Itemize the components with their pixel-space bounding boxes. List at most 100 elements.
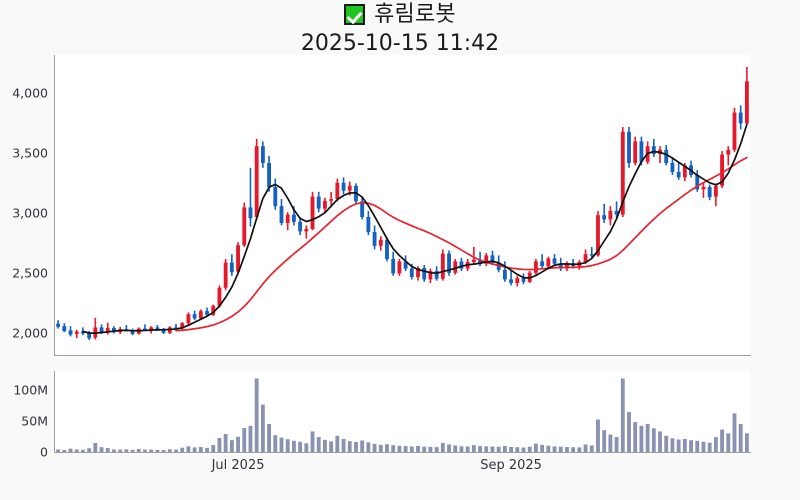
volume-bar — [223, 434, 228, 452]
candle-body — [440, 253, 445, 279]
volume-bar — [62, 450, 67, 452]
candle-wick — [702, 182, 705, 198]
candle-body — [291, 214, 296, 222]
volume-bar — [174, 449, 178, 452]
ma-long-line — [175, 156, 748, 332]
candle-body — [74, 331, 79, 334]
volume-bar — [105, 448, 110, 452]
candle-body — [409, 268, 414, 277]
candle-body — [323, 200, 327, 209]
candle-body — [397, 261, 402, 274]
candle-body — [161, 329, 166, 333]
page-title: 휴림로봇 — [374, 1, 456, 27]
candle-body — [112, 328, 116, 333]
price-chart-panel — [55, 55, 750, 355]
candle-wick — [473, 247, 475, 264]
candle-body — [552, 258, 557, 264]
candle-body — [533, 261, 538, 273]
candle-body — [192, 314, 197, 319]
volume-bar — [279, 437, 284, 452]
volume-bar — [341, 438, 346, 452]
volume-bar — [372, 443, 377, 452]
volume-bar — [291, 440, 296, 452]
candle-body — [608, 211, 613, 220]
candle-body — [416, 268, 420, 277]
chart-header: 휴림로봇 2025-10-15 11:42 — [0, 0, 800, 58]
candle-body — [186, 314, 191, 324]
volume-bar — [378, 444, 383, 452]
volume-bar — [546, 445, 551, 452]
price-y-axis-line — [54, 55, 55, 356]
volume-bar — [732, 413, 737, 452]
volume-bar — [695, 440, 700, 452]
volume-bar — [658, 431, 662, 452]
volume-bar — [130, 449, 135, 452]
volume-bar — [726, 433, 731, 452]
candle-body — [403, 261, 408, 269]
volume-bar — [205, 447, 209, 452]
candle-body — [484, 255, 489, 264]
candle-body — [391, 259, 396, 274]
volume-bar — [428, 446, 433, 452]
candle-body — [633, 141, 638, 163]
candle-wick — [603, 203, 605, 223]
volume-bar — [465, 446, 470, 452]
candle-body — [279, 206, 284, 223]
volume-bar — [136, 449, 141, 452]
candle-body — [515, 278, 520, 283]
volume-bar — [68, 448, 73, 452]
volume-bar — [490, 446, 495, 452]
candle-body — [223, 262, 228, 288]
candle-body — [459, 261, 464, 269]
volume-bar — [354, 442, 358, 452]
volume-bar — [360, 440, 365, 452]
candle-body — [670, 163, 675, 172]
volume-bar — [285, 439, 290, 452]
volume-bar — [521, 447, 526, 452]
volume-bar — [738, 423, 743, 452]
candle-body — [713, 185, 718, 197]
volume-bar — [583, 444, 588, 452]
volume-bar — [577, 447, 582, 452]
candle-body — [565, 263, 569, 269]
volume-bar — [614, 437, 619, 452]
candle-body — [347, 185, 352, 191]
candle-body — [155, 327, 160, 330]
x-axis-tick: Jul 2025 — [211, 458, 265, 473]
volume-bar — [608, 434, 613, 452]
volume-bar — [323, 439, 327, 452]
candle-body — [707, 187, 712, 198]
candle-body — [236, 245, 240, 272]
volume-bar — [434, 447, 439, 452]
volume-bar — [552, 446, 557, 452]
volume-bar — [267, 423, 272, 452]
volume-bar — [124, 449, 129, 452]
candle-body — [211, 305, 216, 315]
volume-y-axis-line — [54, 371, 55, 453]
volume-bar — [329, 441, 334, 452]
candle-body — [378, 239, 383, 246]
candle-body — [701, 187, 706, 190]
candle-body — [180, 323, 185, 329]
price-y-tick: 2,500 — [12, 265, 48, 281]
volume-bar — [744, 433, 749, 452]
volume-bar — [496, 446, 501, 452]
volume-bar — [161, 450, 166, 452]
volume-bar — [676, 439, 681, 452]
volume-bar — [198, 446, 203, 452]
candle-body — [267, 163, 272, 187]
candle-wick — [249, 167, 252, 227]
candle-body — [695, 175, 700, 190]
candle-wick — [305, 225, 308, 239]
candle-body — [589, 254, 594, 256]
candle-body — [620, 131, 625, 215]
candle-body — [434, 271, 439, 279]
candle-body — [217, 287, 222, 306]
candle-body — [310, 196, 315, 229]
candle-body — [614, 211, 619, 215]
candle-body — [285, 214, 290, 223]
volume-bar — [416, 445, 420, 452]
volume-bar — [515, 447, 520, 452]
candle-body — [99, 327, 104, 333]
